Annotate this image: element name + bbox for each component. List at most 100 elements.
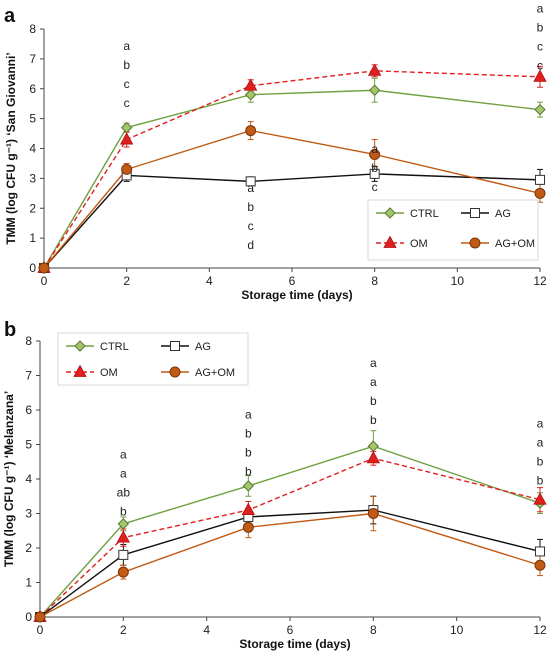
data-point-marker (245, 125, 257, 137)
series-line-ag-om (39, 512, 541, 618)
legend-item: OM (66, 364, 118, 379)
data-point-marker (245, 176, 256, 187)
data-point (534, 187, 546, 199)
x-tick-label: 2 (120, 623, 127, 637)
y-tick-label: 7 (29, 52, 36, 66)
significance-letter: a (537, 435, 544, 449)
significance-letter: b (247, 200, 254, 214)
data-point-marker (533, 492, 547, 505)
y-tick-label: 4 (25, 472, 32, 486)
series-line-om (39, 457, 541, 618)
data-point (121, 163, 133, 175)
data-point (535, 174, 545, 185)
data-point-marker (368, 84, 381, 96)
significance-letter: b (370, 413, 377, 427)
data-point (534, 559, 546, 571)
legend-label: OM (410, 238, 428, 250)
data-point-marker (535, 546, 545, 557)
data-point (117, 518, 130, 530)
legend-marker (74, 340, 86, 352)
significance-letter: a (120, 466, 127, 480)
significance-letter: d (247, 238, 254, 252)
panel-letter: b (4, 319, 16, 341)
legend-box (367, 199, 539, 261)
data-point (369, 168, 380, 179)
series-line-om (43, 70, 541, 269)
significance-letter: a (245, 408, 252, 422)
panel-letter: a (4, 5, 16, 27)
legend-item: AG+OM (161, 366, 235, 379)
y-tick-label: 5 (29, 112, 36, 126)
series-line-ag (39, 509, 541, 618)
significance-letter: b (245, 446, 252, 460)
data-point (245, 176, 256, 187)
data-point (366, 450, 381, 464)
legend-label: CTRL (410, 208, 439, 220)
data-point (533, 492, 547, 505)
y-tick-label: 7 (25, 369, 32, 383)
data-point (119, 132, 134, 145)
data-point (245, 125, 257, 137)
data-point-marker (120, 121, 133, 134)
y-tick-label: 3 (25, 507, 32, 521)
legend-label: AG (195, 341, 211, 353)
significance-letter: b (537, 21, 544, 35)
y-tick-label: 0 (29, 261, 36, 275)
significance-letter: a (123, 39, 130, 53)
y-tick-label: 3 (29, 171, 36, 185)
legend-label: CTRL (100, 341, 129, 353)
data-point (117, 566, 129, 578)
legend-marker (384, 207, 396, 219)
data-point (367, 63, 382, 76)
data-point (367, 440, 380, 452)
significance-letter: b (537, 473, 544, 487)
data-point-marker (119, 132, 134, 145)
data-point-marker (242, 521, 254, 533)
legend-item: OM (376, 235, 428, 250)
legend-marker (383, 235, 397, 248)
data-point (241, 502, 256, 515)
significance-letter: c (124, 77, 130, 91)
x-tick-label: 12 (533, 274, 547, 288)
significance-letter: c (537, 59, 543, 73)
y-tick-label: 2 (25, 541, 32, 555)
x-tick-label: 4 (203, 623, 210, 637)
data-point-marker (534, 559, 546, 571)
data-point-marker (243, 78, 258, 91)
legend-marker (73, 364, 87, 377)
legend-marker (469, 237, 481, 249)
legend-item: AG (161, 341, 211, 353)
data-point (242, 480, 255, 492)
y-axis-title: TMM (log CFU g⁻¹) ‘San Giovanni’ (4, 52, 18, 244)
x-tick-label: 8 (371, 274, 378, 288)
legend-item: AG (461, 208, 511, 220)
legend-item: CTRL (376, 207, 439, 220)
x-tick-label: 6 (287, 623, 294, 637)
data-point-marker (117, 518, 130, 530)
y-axis-title: TMM (log CFU g⁻¹) ‘Melanzana’ (2, 391, 16, 567)
legend-label: AG (495, 208, 511, 220)
y-tick-label: 8 (29, 22, 36, 36)
legend: CTRL AG OM AG+OM (367, 199, 539, 261)
significance-letter: b (371, 161, 378, 175)
significance-letter: b (370, 394, 377, 408)
significance-letter: ab (117, 485, 131, 499)
data-point-marker (367, 508, 379, 519)
series-line-ctrl (39, 445, 541, 618)
y-tick-label: 6 (25, 403, 32, 417)
significance-letter: c (248, 219, 254, 233)
data-point-marker (367, 63, 382, 76)
data-point (369, 148, 381, 160)
legend-label: OM (100, 367, 118, 379)
significance-letter: b (123, 58, 130, 72)
y-tick-label: 1 (29, 231, 36, 245)
x-tick-label: 4 (206, 274, 213, 288)
x-tick-label: 2 (123, 274, 130, 288)
